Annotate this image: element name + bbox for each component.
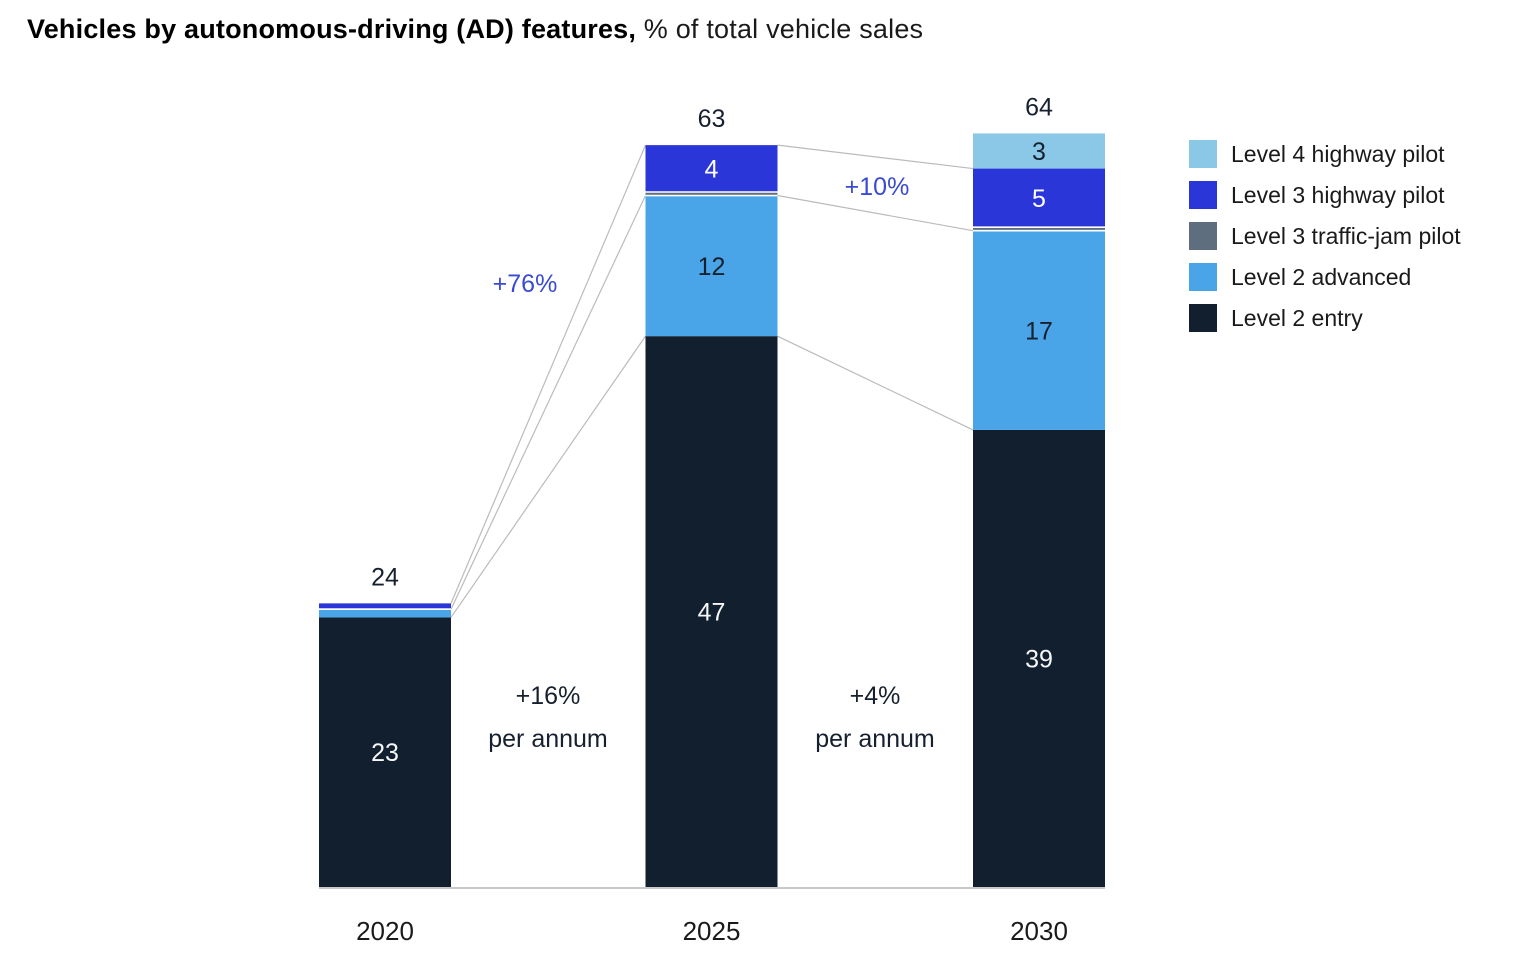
bar-segment-level-4-highway-pilot [973,133,1105,169]
growth-annotation-2025-2030: +10% [845,173,910,201]
connector-line [450,335,646,618]
segment-value-label: 12 [698,253,726,281]
segment-value-label: 23 [371,739,399,767]
legend-item-level-4-highway-pilot: Level 4 highway pilot [1189,140,1461,168]
chart-title-subtitle: % of total vehicle sales [636,14,924,44]
legend-swatch [1189,140,1217,168]
cagr-annotation-2020-2025: +16% [516,682,581,710]
cagr-annotation-2025-2030: per annum [815,725,935,753]
growth-annotation-2020-2025: +76% [493,270,558,298]
legend-label: Level 3 traffic-jam pilot [1231,222,1461,249]
legend-label: Level 2 advanced [1231,263,1412,290]
connector-line [450,195,647,610]
bar-segment-level-2-entry [319,617,451,887]
connector-line [777,144,974,170]
legend-label: Level 4 highway pilot [1231,140,1445,167]
bar-segment-level-3-traffic-jam-pilot [645,192,778,196]
legend-swatch [1189,222,1217,250]
legend-swatch [1189,181,1217,209]
cagr-annotation-2020-2025: per annum [488,725,608,753]
legend-label: Level 3 highway pilot [1231,181,1445,208]
bar-total-label: 24 [371,563,399,591]
legend-item-level-3-highway-pilot: Level 3 highway pilot [1189,181,1461,209]
x-axis-tick-label: 2030 [1010,916,1068,946]
connector-line [777,194,974,232]
chart-title: Vehicles by autonomous-driving (AD) feat… [27,14,923,45]
bar-segment-level-2-advanced [973,230,1105,430]
segment-value-label: 3 [1032,138,1046,166]
chart-legend: Level 4 highway pilot Level 3 highway pil… [1189,140,1461,332]
legend-item-level-2-entry: Level 2 entry [1189,304,1461,332]
legend-swatch [1189,263,1217,291]
legend-item-level-3-traffic-jam-pilot: Level 3 traffic-jam pilot [1189,222,1461,250]
segment-value-label: 4 [705,156,719,184]
x-axis-tick-label: 2020 [356,916,414,946]
x-axis-tick-label: 2025 [683,916,741,946]
bar-segment-level-3-traffic-jam-pilot [973,227,1105,231]
cagr-annotation-2025-2030: +4% [850,682,901,710]
segment-value-label: 47 [698,599,726,627]
bar-segment-level-2-entry [973,429,1105,887]
chart-title-bold: Vehicles by autonomous-driving (AD) feat… [27,14,637,44]
bar-segment-level-3-highway-pilot [319,603,451,610]
bar-segment-level-3-highway-pilot [645,145,778,193]
connector-line [777,335,974,431]
bar-segment-level-3-highway-pilot [973,168,1105,228]
legend-item-level-2-advanced: Level 2 advanced [1189,263,1461,291]
bar-segment-level-2-entry [645,336,778,887]
bar-segment-level-2-advanced [645,195,778,337]
segment-value-label: 5 [1032,185,1046,213]
segment-value-label: 39 [1025,645,1053,673]
bar-total-label: 64 [1025,93,1053,121]
connector-line [450,144,647,604]
legend-swatch [1189,304,1217,332]
segment-value-label: 17 [1025,317,1053,345]
legend-label: Level 2 entry [1231,304,1363,331]
bar-segment-level-2-advanced [319,609,451,618]
bar-total-label: 63 [698,105,726,133]
